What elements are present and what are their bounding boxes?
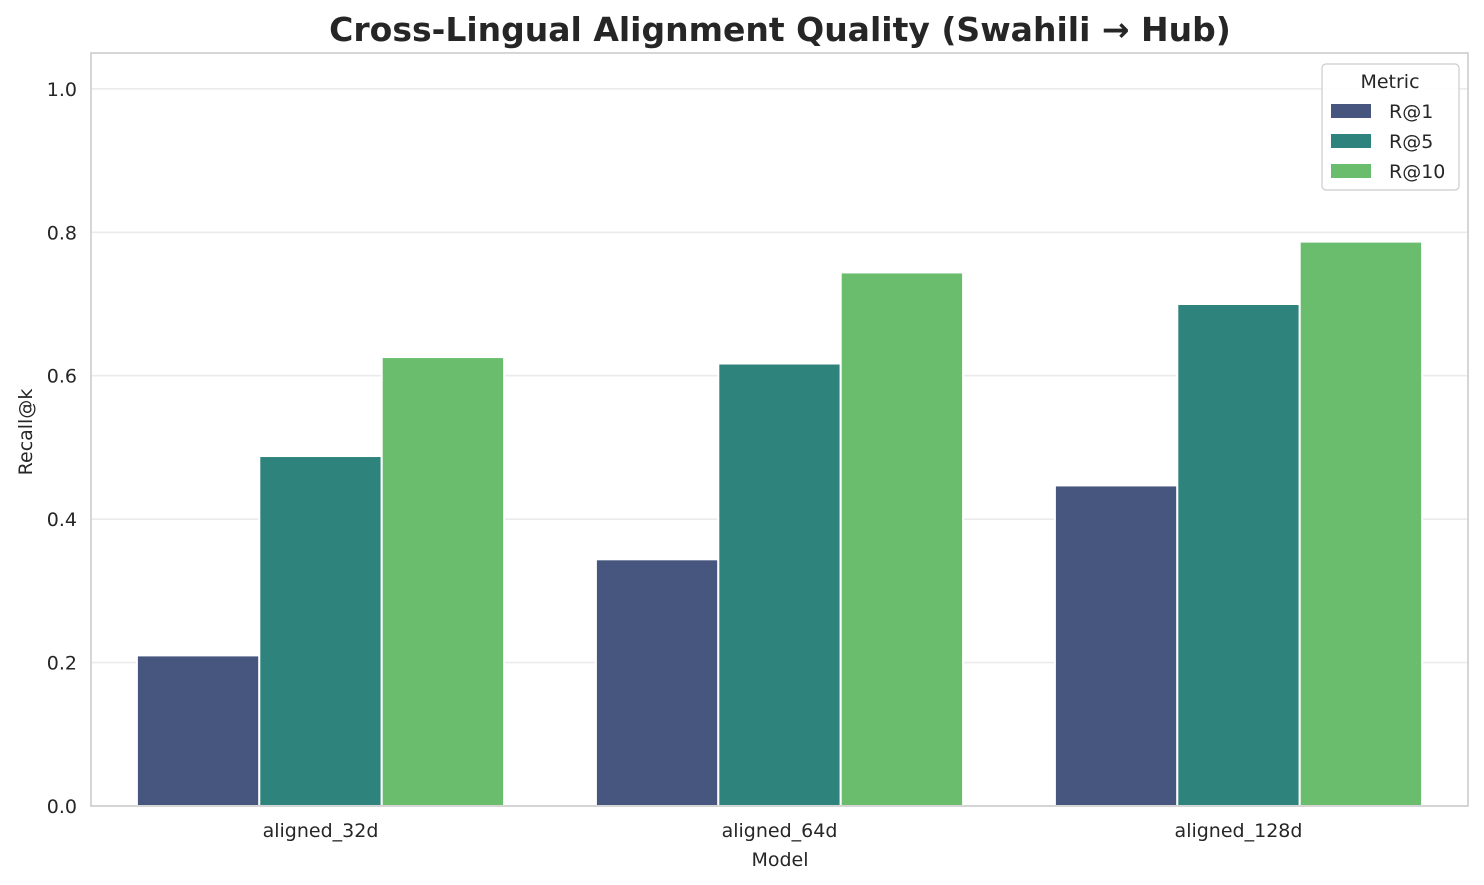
bar-r5-aligned_64d xyxy=(717,362,842,807)
legend-swatch xyxy=(1331,134,1371,148)
bar-r10-aligned_128d xyxy=(1298,240,1424,807)
legend-swatch xyxy=(1331,164,1371,178)
x-tick-label: aligned_128d xyxy=(1175,820,1303,842)
legend: Metric R@1 R@5 R@10 xyxy=(1321,63,1460,191)
bar-r10-aligned_64d xyxy=(839,271,965,807)
x-axis-label: Model xyxy=(751,849,808,871)
bar-r1-aligned_64d xyxy=(594,558,720,807)
y-tick-label: 0.8 xyxy=(47,222,77,244)
legend-items: R@1 R@5 R@10 xyxy=(1331,101,1445,183)
y-tick-label: 0.6 xyxy=(47,366,77,388)
y-tick-label: 1.0 xyxy=(47,79,77,101)
bar-r10-aligned_32d xyxy=(380,356,506,807)
legend-swatch xyxy=(1331,104,1371,118)
legend-label: R@1 xyxy=(1389,101,1433,123)
bars xyxy=(135,240,1424,808)
y-tick-label: 0.4 xyxy=(47,509,77,531)
y-axis-label: Recall@k xyxy=(15,389,37,476)
bar-r5-aligned_32d xyxy=(258,455,383,807)
legend-label: R@10 xyxy=(1389,161,1445,183)
y-tick-label: 0.2 xyxy=(47,653,77,675)
x-ticks: aligned_32d aligned_64d aligned_128d xyxy=(263,820,1303,842)
bar-r5-aligned_128d xyxy=(1176,303,1301,807)
bar-r1-aligned_32d xyxy=(135,654,261,808)
x-tick-label: aligned_64d xyxy=(722,820,838,842)
legend-box xyxy=(1321,63,1460,191)
x-tick-label: aligned_32d xyxy=(263,820,379,842)
y-tick-label: 0.0 xyxy=(47,796,77,818)
bar-r1-aligned_128d xyxy=(1053,484,1179,807)
chart-title: Cross-Lingual Alignment Quality (Swahili… xyxy=(329,10,1231,49)
legend-title: Metric xyxy=(1360,71,1419,93)
legend-label: R@5 xyxy=(1389,131,1433,153)
plot-frame xyxy=(90,52,1469,807)
y-ticks: 0.0 0.2 0.4 0.6 0.8 1.0 xyxy=(47,79,77,818)
